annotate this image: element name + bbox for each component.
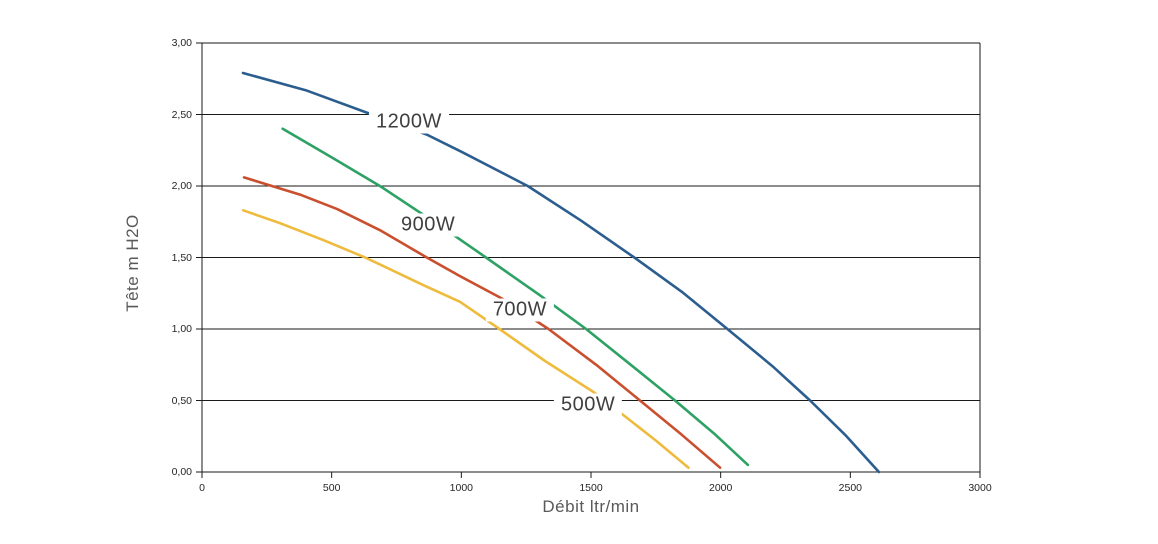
- curve-900W: [281, 127, 750, 467]
- curve-1200W: [241, 71, 881, 474]
- curve-700W: [242, 176, 722, 470]
- x-axis-title: Débit ltr/min: [542, 497, 640, 516]
- y-axis-title: Tête m H2O: [123, 214, 142, 312]
